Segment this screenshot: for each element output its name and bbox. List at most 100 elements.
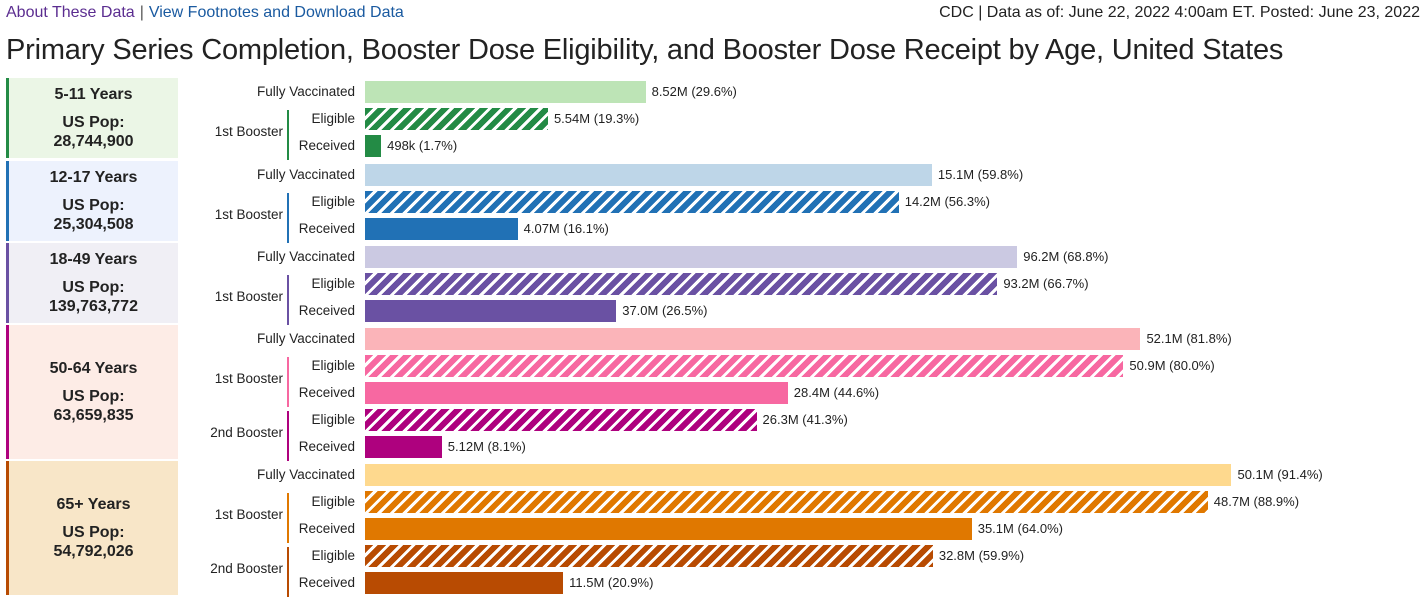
- booster-bracket-line: [287, 411, 289, 461]
- bar-value-label: 48.7M (88.9%): [1213, 494, 1300, 509]
- age-label: 65+ Years: [56, 496, 131, 513]
- bar-value-label: 50.1M (91.4%): [1237, 467, 1323, 482]
- bar-value-label: 50.9M (80.0%): [1129, 358, 1215, 373]
- bar-value-label: 5.12M (8.1%): [447, 439, 526, 454]
- row-label: Fully Vaccinated: [256, 331, 355, 346]
- row-label: Received: [298, 439, 355, 454]
- bar-received[interactable]: [365, 518, 972, 540]
- row-label: Eligible: [311, 494, 355, 509]
- row-label: Received: [298, 575, 355, 590]
- row-label: Received: [298, 385, 355, 400]
- bar-eligible[interactable]: [365, 355, 1124, 377]
- age-panel: 5-11 Years US Pop: 28,744,900: [6, 78, 178, 158]
- age-label: 5-11 Years: [54, 86, 133, 103]
- age-group: 12-17 Years US Pop: 25,304,508 Fully Vaccin…: [6, 161, 1426, 243]
- pop-value: 54,792,026: [53, 543, 134, 560]
- bar-value-label: 26.3M (41.3%): [762, 412, 848, 427]
- booster-label: 2nd Booster: [210, 561, 283, 576]
- bar-received[interactable]: [365, 300, 617, 322]
- booster-label: 1st Booster: [214, 289, 283, 304]
- row-label: Eligible: [311, 276, 355, 291]
- bar-received[interactable]: [365, 135, 382, 157]
- pop-label: US Pop:: [62, 279, 125, 296]
- age-label: 12-17 Years: [49, 169, 138, 186]
- age-group: 18-49 Years US Pop: 139,763,772 Fully Vacci…: [6, 243, 1426, 325]
- bar-value-label: 93.2M (66.7%): [1003, 276, 1089, 291]
- pop-value: 139,763,772: [49, 298, 138, 315]
- bar-fully-vaccinated[interactable]: [365, 328, 1141, 350]
- booster-label: 1st Booster: [214, 207, 283, 222]
- chart-title: Primary Series Completion, Booster Dose …: [6, 34, 1284, 66]
- age-panel: 65+ Years US Pop: 54,792,026: [6, 461, 178, 595]
- bar-received[interactable]: [365, 436, 442, 458]
- row-label: Fully Vaccinated: [256, 249, 355, 264]
- row-label: Received: [298, 303, 355, 318]
- bar-value-label: 28.4M (44.6%): [793, 385, 880, 400]
- row-label: Eligible: [311, 412, 355, 427]
- pop-value: 28,744,900: [53, 133, 134, 150]
- bar-received[interactable]: [365, 218, 518, 240]
- pop-label: US Pop:: [62, 524, 125, 541]
- booster-bracket-line: [287, 193, 289, 243]
- bar-value-label: 498k (1.7%): [387, 138, 458, 153]
- booster-label: 2nd Booster: [210, 425, 283, 440]
- bar-eligible[interactable]: [365, 191, 899, 213]
- bar-received[interactable]: [365, 572, 564, 594]
- age-panel: 50-64 Years US Pop: 63,659,835: [6, 325, 178, 459]
- bar-received[interactable]: [365, 382, 788, 404]
- bar-eligible[interactable]: [365, 545, 933, 567]
- bar-fully-vaccinated[interactable]: [365, 164, 932, 186]
- top-bar: About These Data | View Footnotes and Down…: [6, 4, 1420, 24]
- bar-eligible[interactable]: [365, 491, 1208, 513]
- row-label: Fully Vaccinated: [256, 467, 355, 482]
- bar-value-label: 14.2M (56.3%): [904, 194, 990, 209]
- bar-value-label: 11.5M (20.9%): [569, 575, 654, 590]
- row-label: Fully Vaccinated: [256, 84, 355, 99]
- booster-label: 1st Booster: [214, 507, 283, 522]
- bar-value-label: 32.8M (59.9%): [938, 548, 1025, 563]
- about-data-link[interactable]: About These Data: [6, 4, 135, 21]
- booster-bracket-line: [287, 110, 289, 160]
- pop-value: 25,304,508: [53, 216, 134, 233]
- booster-label: 1st Booster: [214, 371, 283, 386]
- bar-value-label: 37.0M (26.5%): [622, 303, 708, 318]
- bar-value-label: 96.2M (68.8%): [1023, 249, 1109, 264]
- bar-value-label: 4.07M (16.1%): [523, 221, 609, 236]
- age-group: 5-11 Years US Pop: 28,744,900 Fully Vaccina…: [6, 78, 1426, 160]
- row-label: Received: [298, 138, 355, 153]
- row-label: Received: [298, 221, 355, 236]
- bar-eligible[interactable]: [365, 273, 998, 295]
- booster-bracket-line: [287, 357, 289, 407]
- bar-fully-vaccinated[interactable]: [365, 81, 646, 103]
- bar-value-label: 8.52M (29.6%): [651, 84, 737, 99]
- pop-label: US Pop:: [62, 197, 125, 214]
- bar-value-label: 5.54M (19.3%): [553, 111, 640, 126]
- row-label: Fully Vaccinated: [256, 167, 355, 182]
- bar-fully-vaccinated[interactable]: [365, 246, 1018, 268]
- row-label: Eligible: [311, 548, 355, 563]
- bar-eligible[interactable]: [365, 409, 757, 431]
- separator: |: [139, 4, 144, 21]
- row-label: Received: [298, 521, 355, 536]
- row-label: Eligible: [311, 111, 355, 126]
- booster-bracket-line: [287, 547, 289, 597]
- bar-value-label: 15.1M (59.8%): [937, 167, 1024, 182]
- pop-label: US Pop:: [62, 114, 125, 131]
- age-panel: 12-17 Years US Pop: 25,304,508: [6, 161, 178, 241]
- booster-bracket-line: [287, 275, 289, 325]
- source-date: CDC | Data as of: June 22, 2022 4:00am E…: [939, 4, 1420, 21]
- age-group: 50-64 Years US Pop: 63,659,835 Fully Vaccin…: [6, 325, 1426, 461]
- row-label: Eligible: [311, 194, 355, 209]
- bar-eligible[interactable]: [365, 108, 548, 130]
- row-label: Eligible: [311, 358, 355, 373]
- bar-fully-vaccinated[interactable]: [365, 464, 1232, 486]
- footnotes-download-link[interactable]: View Footnotes and Download Data: [148, 4, 404, 21]
- bar-value-label: 35.1M (64.0%): [977, 521, 1063, 536]
- pop-label: US Pop:: [62, 388, 125, 405]
- age-panel: 18-49 Years US Pop: 139,763,772: [6, 243, 178, 323]
- bar-value-label: 52.1M (81.8%): [1146, 331, 1232, 346]
- age-label: 50-64 Years: [49, 360, 138, 377]
- booster-label: 1st Booster: [214, 124, 283, 139]
- age-label: 18-49 Years: [49, 251, 138, 268]
- age-group: 65+ Years US Pop: 54,792,026 Fully Vaccinat…: [6, 461, 1426, 597]
